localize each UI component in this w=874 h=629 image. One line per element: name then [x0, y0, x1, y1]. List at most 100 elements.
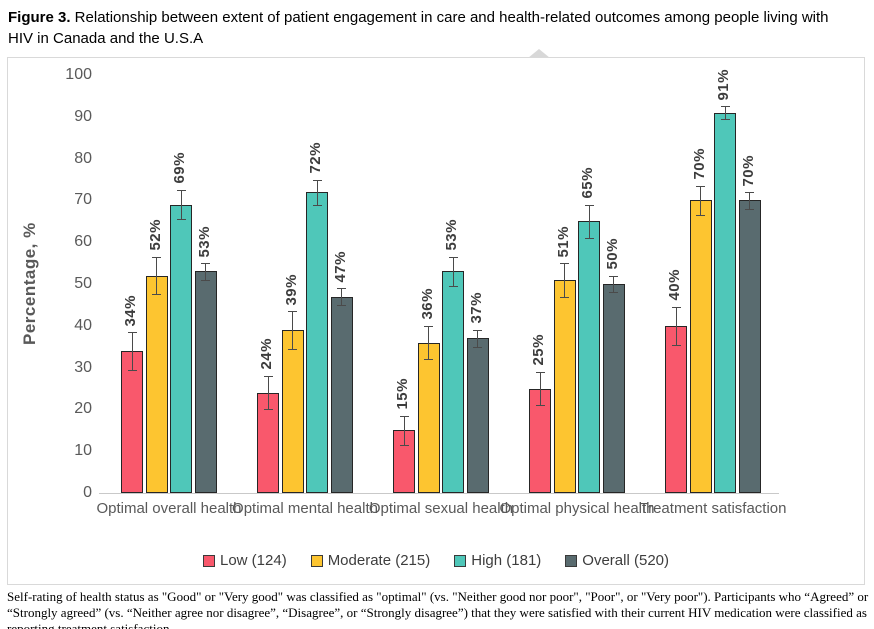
error-bar-cap-bottom	[448, 286, 458, 288]
bar-value-label: 50%	[603, 238, 621, 270]
legend-swatch-icon	[454, 554, 467, 567]
bar-value-label: 65%	[579, 167, 597, 199]
error-bar-cap-bottom	[312, 204, 322, 206]
error-bar-cap-top	[176, 189, 186, 191]
error-bar-line	[267, 375, 269, 410]
legend-label: Overall (520)	[582, 552, 669, 569]
error-bar-line	[675, 306, 677, 345]
bar	[121, 350, 144, 493]
bar-value-label: 39%	[282, 273, 300, 306]
bar-value-label: 91%	[715, 68, 733, 101]
error-bar-line	[749, 192, 751, 209]
error-bar-line	[452, 256, 454, 287]
error-bar-line	[724, 106, 726, 119]
y-tick-label: 40	[74, 316, 92, 334]
error-bar-cap-top	[720, 106, 730, 108]
error-bar-cap-bottom	[535, 405, 545, 407]
x-axis-category-label: Optimal overall health	[96, 500, 242, 517]
bar-value-label: 47%	[331, 250, 349, 283]
bar-value-label: 53%	[195, 225, 213, 258]
figure-footnote: Self-rating of health status as "Good" o…	[7, 589, 869, 629]
y-tick-label: 90	[74, 107, 92, 125]
legend-label: High (181)	[471, 552, 542, 569]
error-bar-cap-top	[448, 256, 458, 258]
bar	[553, 279, 576, 493]
y-tick-label: 20	[74, 400, 92, 418]
y-tick-label: 60	[74, 233, 92, 251]
error-bar-cap-bottom	[152, 294, 162, 296]
error-bar-cap-top	[696, 185, 706, 187]
error-bar-cap-top	[312, 179, 322, 181]
y-tick-label: 70	[74, 191, 92, 209]
bar	[194, 271, 217, 493]
error-bar-cap-top	[424, 325, 434, 327]
bar	[602, 284, 625, 493]
error-bar-line	[403, 415, 405, 445]
error-bar-cap-bottom	[584, 238, 594, 240]
error-bar-line	[156, 256, 158, 295]
error-bar-cap-top	[609, 275, 619, 277]
figure-caption-text: Relationship between extent of patient e…	[8, 9, 829, 47]
bar-value-label: 70%	[739, 154, 757, 187]
bar-value-label: 24%	[258, 338, 276, 370]
error-bar-cap-bottom	[127, 369, 137, 371]
error-bar-cap-top	[127, 332, 137, 334]
y-tick-label: 10	[74, 442, 92, 460]
legend-item: High (181)	[454, 552, 541, 569]
error-bar-line	[539, 371, 541, 406]
bar-value-label: 37%	[467, 292, 485, 324]
y-tick-label: 0	[83, 484, 92, 501]
y-tick-label: 30	[74, 358, 92, 376]
x-axis-category-label: Optimal physical health	[499, 500, 655, 517]
chart-legend: Low (124) Moderate (215) High (181) Overall…	[8, 552, 864, 569]
error-bar-cap-top	[152, 256, 162, 258]
error-bar-cap-bottom	[399, 444, 409, 446]
error-bar-line	[700, 185, 702, 216]
error-bar-cap-top	[560, 263, 570, 265]
bar-value-label: 40%	[666, 269, 684, 301]
bar	[417, 342, 440, 493]
gray-triangle-artifact	[528, 49, 550, 58]
error-bar-cap-bottom	[671, 344, 681, 346]
bar-value-label: 70%	[690, 148, 708, 180]
error-bar-line	[131, 332, 133, 370]
error-bar-line	[316, 179, 318, 205]
error-bar-cap-top	[201, 263, 211, 265]
bar	[738, 200, 761, 493]
legend-item: Low (124)	[202, 552, 287, 569]
legend-label: Low (124)	[219, 552, 287, 569]
error-bar-cap-bottom	[201, 279, 211, 281]
error-bar-cap-bottom	[696, 215, 706, 217]
bar-value-label: 15%	[394, 378, 412, 410]
bar	[281, 329, 304, 493]
error-bar-line	[292, 311, 294, 349]
error-bar-cap-top	[263, 375, 273, 377]
error-bar-cap-bottom	[424, 359, 434, 361]
error-bar-cap-bottom	[288, 348, 298, 350]
bar	[306, 192, 329, 493]
error-bar-cap-top	[671, 306, 681, 308]
error-bar-line	[564, 263, 566, 297]
bar-value-label: 52%	[146, 219, 164, 251]
error-bar-cap-bottom	[263, 409, 273, 411]
error-bar-line	[428, 325, 430, 360]
bar-value-label: 53%	[443, 219, 461, 251]
y-tick-label: 100	[65, 66, 92, 83]
error-bar-line	[613, 275, 615, 293]
bar-value-label: 25%	[530, 334, 548, 366]
error-bar-cap-top	[399, 415, 409, 417]
bar-value-label: 69%	[171, 152, 189, 184]
chart-area: Percentage, % Low (124) Moderate (215) Hig…	[7, 57, 865, 585]
error-bar-cap-bottom	[473, 346, 483, 348]
error-bar-line	[180, 189, 182, 220]
error-bar-cap-bottom	[176, 219, 186, 221]
bar	[330, 296, 353, 493]
error-bar-cap-top	[584, 204, 594, 206]
error-bar-line	[588, 204, 590, 239]
x-axis-category-label: Optimal mental health	[232, 500, 378, 517]
error-bar-cap-top	[473, 329, 483, 331]
error-bar-cap-top	[535, 371, 545, 373]
figure-number: Figure 3.	[8, 9, 71, 26]
bar	[714, 112, 737, 493]
legend-item: Moderate (215)	[310, 552, 430, 569]
